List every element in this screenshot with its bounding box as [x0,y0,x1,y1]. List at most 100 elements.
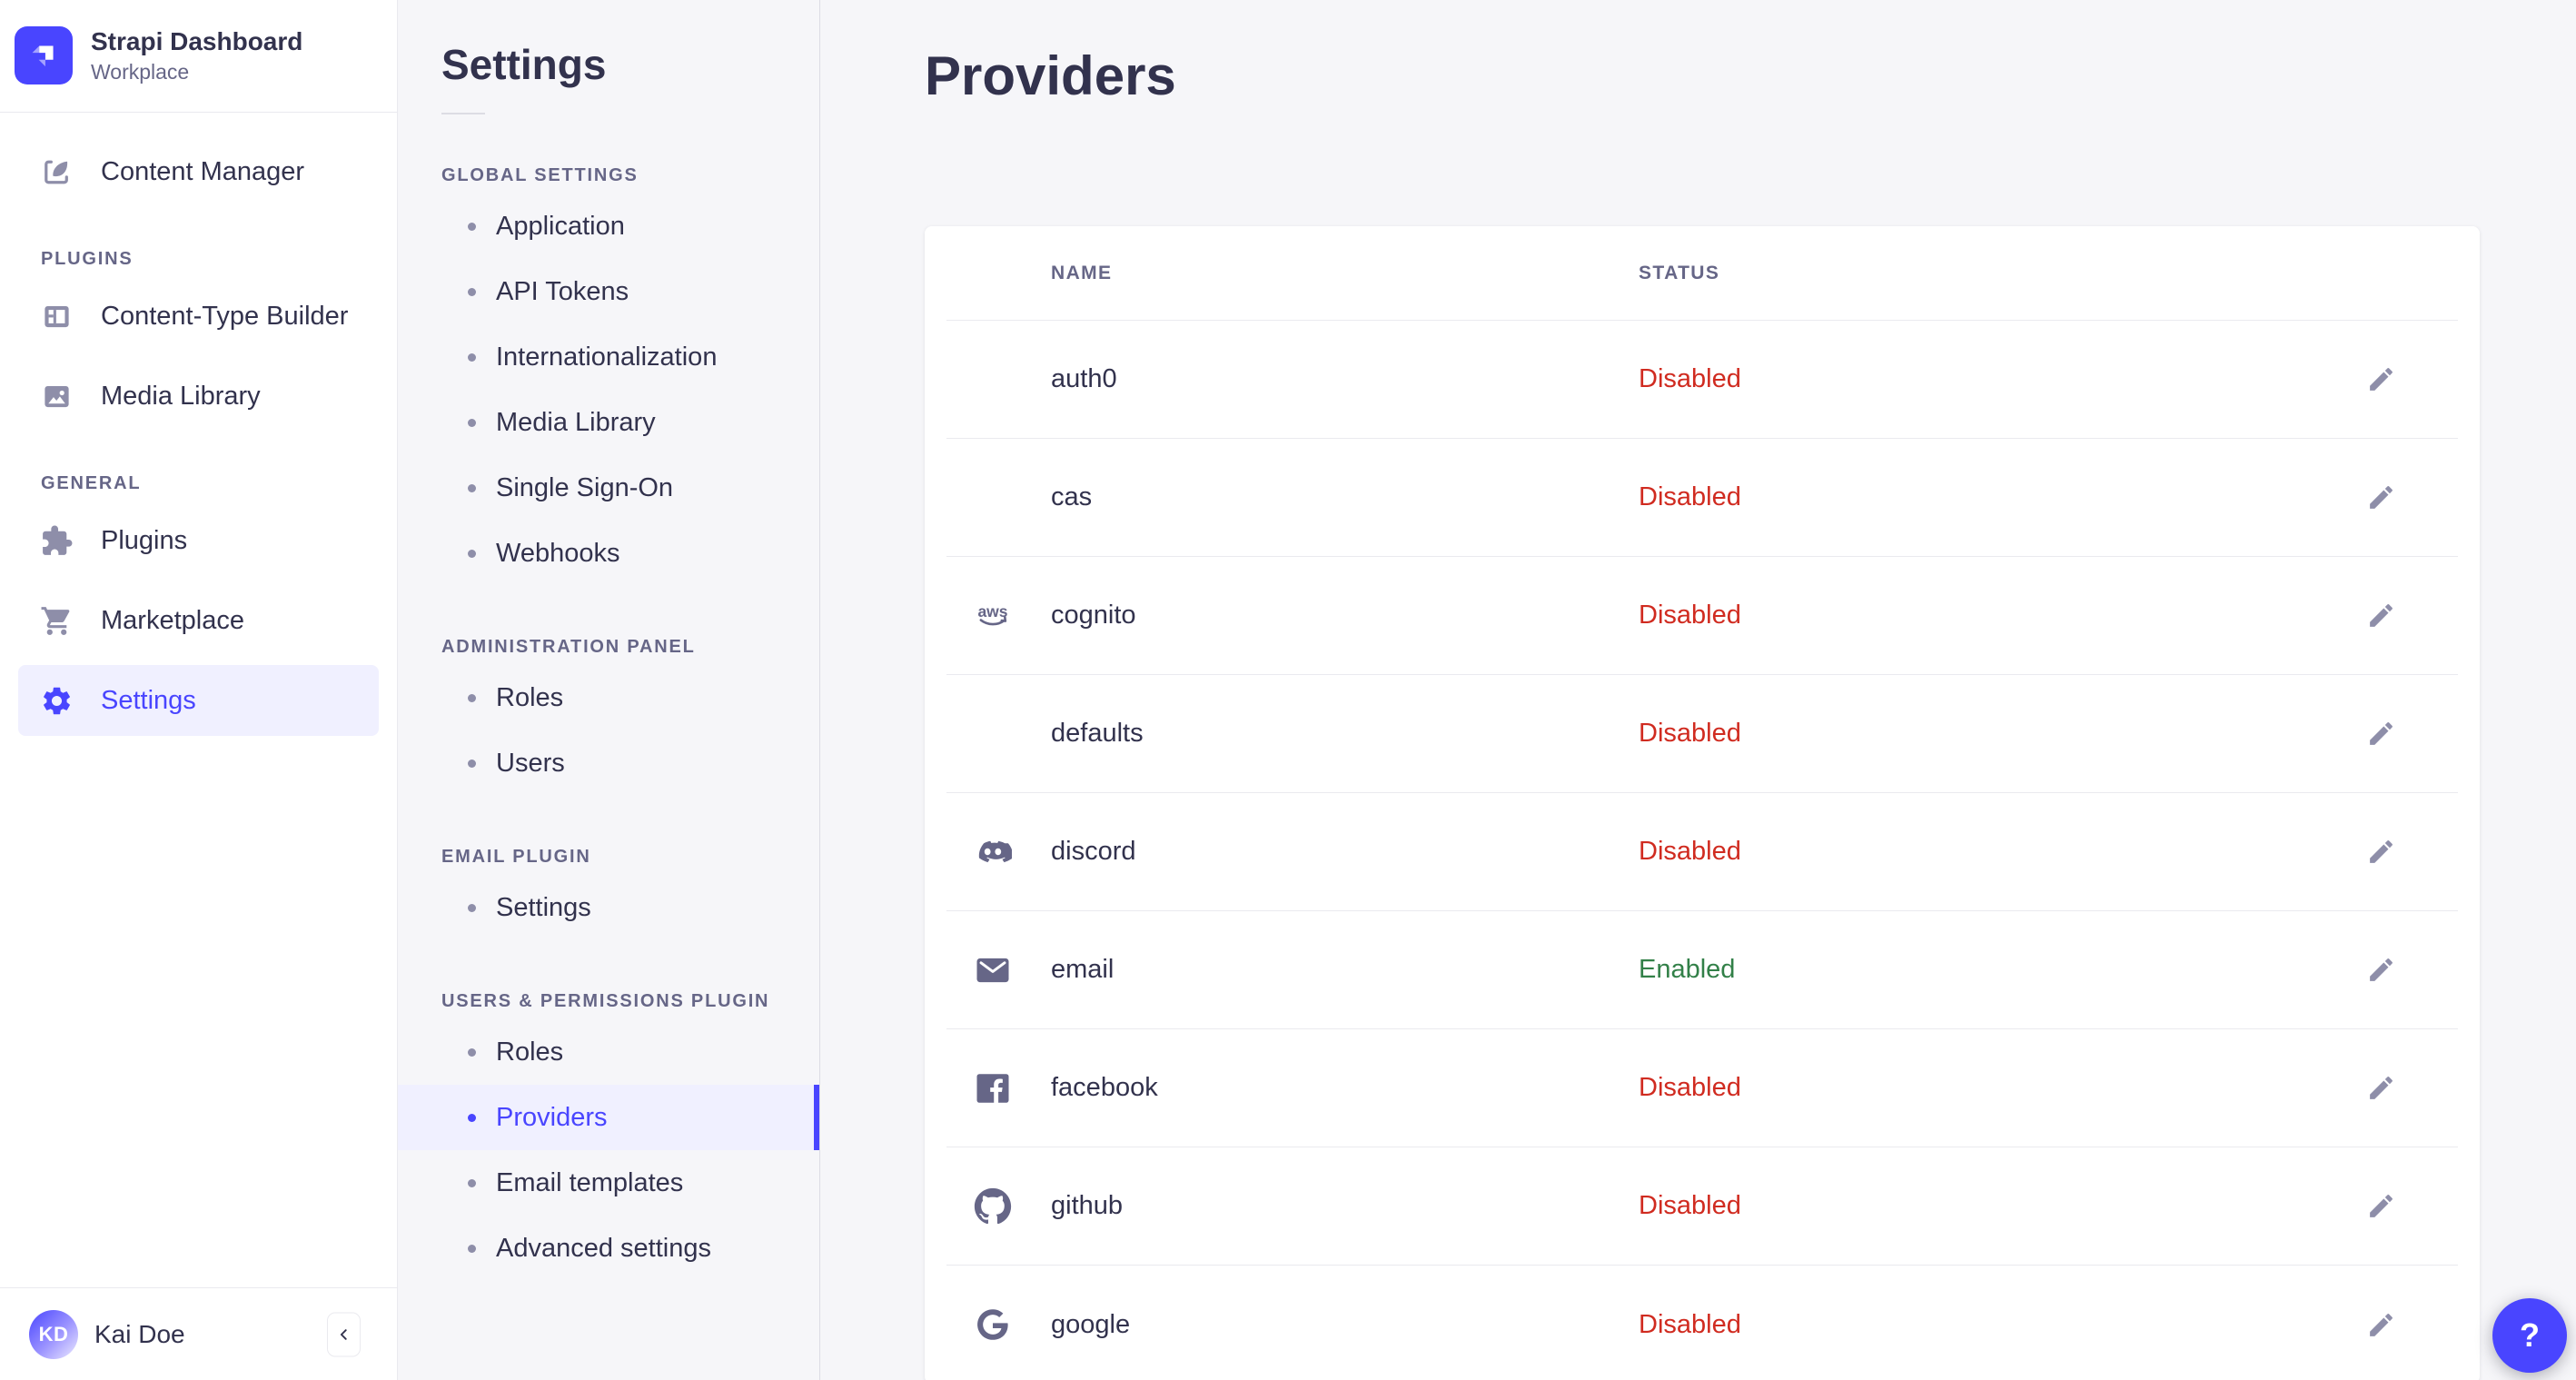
bullet-icon [468,1178,476,1187]
table-row: facebook Disabled [946,1029,2458,1147]
workspace-brand[interactable]: Strapi Dashboard Workplace [0,0,397,113]
subnav-item-label: Providers [496,1102,608,1132]
workspace-title: Strapi Dashboard [91,27,303,55]
subnav-item-label: Internationalization [496,342,718,372]
subnav-section-global-settings: GLOBAL SETTINGS [441,165,639,185]
name-cell: google [946,1306,1639,1344]
provider-status: Disabled [1639,482,1741,511]
edit-provider-button[interactable] [2348,701,2413,767]
edit-provider-button[interactable] [2348,1174,2413,1239]
subnav-title-divider [441,113,485,114]
collapse-sidebar-button[interactable] [327,1312,361,1356]
subnav-section-users-permissions-plugin: USERS & PERMISSIONS PLUGIN [441,991,770,1011]
provider-name: defaults [1051,719,1144,748]
subnav-item-providers[interactable]: Providers [398,1085,819,1150]
subnav-item-label: Email templates [496,1167,684,1197]
table-row: email Enabled [946,911,2458,1029]
provider-name: google [1051,1309,1131,1339]
name-cell: discord [946,833,1639,871]
subnav-item-up-roles[interactable]: Roles [398,1019,819,1085]
name-cell: defaults [946,719,1639,749]
bullet-icon [468,287,476,296]
subnav-item-admin-users[interactable]: Users [398,730,819,796]
avatar[interactable]: KD [29,1309,78,1359]
name-cell: email [946,951,1639,989]
gear-icon [40,684,74,718]
edit-provider-button[interactable] [2348,819,2413,885]
bullet-icon [468,1047,476,1057]
main-sidebar: Strapi Dashboard Workplace Content Manag… [0,0,398,1380]
provider-status: Disabled [1639,1309,1741,1339]
sidebar-item-content-manager[interactable]: Content Manager [0,136,397,207]
subnav-item-email-settings[interactable]: Settings [398,875,819,940]
bullet-icon [468,1244,476,1253]
chevron-left-icon [334,1325,353,1344]
pencil-icon [2366,1310,2396,1340]
provider-icon [974,1069,1051,1107]
sidebar-item-content-type-builder[interactable]: Content-Type Builder [0,281,397,352]
subnav-item-single-sign-on[interactable]: Single Sign-On [398,455,819,521]
table-header: NAME STATUS [946,226,2458,321]
providers-table-card: NAME STATUS auth0 Disabled cas Disabled [925,226,2480,1380]
provider-icon [974,1306,1051,1344]
subnav-item-email-templates[interactable]: Email templates [398,1150,819,1216]
subnav-title: Settings [441,41,607,88]
pencil-icon [2366,1073,2396,1103]
table-row: cognito Disabled [946,557,2458,675]
subnav-item-internationalization[interactable]: Internationalization [398,324,819,390]
table-row: google Disabled [946,1266,2458,1380]
marketplace-icon [40,604,74,638]
plugins-icon [40,524,74,558]
bullet-icon [468,759,476,768]
bullet-icon [468,222,476,231]
edit-provider-button[interactable] [2348,938,2413,1003]
name-cell: facebook [946,1069,1639,1107]
sidebar-item-plugins[interactable]: Plugins [0,505,397,576]
provider-name: email [1051,955,1115,984]
subnav-item-media-library[interactable]: Media Library [398,390,819,455]
pencil-icon [2366,1191,2396,1221]
edit-provider-button[interactable] [2348,1292,2413,1357]
bullet-icon [468,1113,476,1122]
content-type-builder-icon [40,300,74,333]
sidebar-section-plugins: PLUGINS [41,249,134,269]
main-content: Providers NAME STATUS auth0 Disabled cas… [820,0,2576,1380]
subnav-section-administration-panel: ADMINISTRATION PANEL [441,637,696,657]
subnav-item-application[interactable]: Application [398,194,819,259]
name-cell: github [946,1187,1639,1226]
subnav-item-admin-roles[interactable]: Roles [398,665,819,730]
subnav-item-advanced-settings[interactable]: Advanced settings [398,1216,819,1281]
pencil-icon [2366,837,2396,867]
provider-icon [974,833,1051,871]
sidebar-item-media-library[interactable]: Media Library [0,361,397,432]
pencil-icon [2366,482,2396,512]
sidebar-item-label: Marketplace [101,605,244,635]
column-header-name: NAME [1051,262,1113,283]
edit-provider-button[interactable] [2348,1056,2413,1121]
bullet-icon [468,352,476,362]
provider-status: Enabled [1639,955,1736,984]
subnav-item-label: Users [496,748,565,778]
provider-icon [974,951,1051,989]
bullet-icon [468,483,476,492]
subnav-item-api-tokens[interactable]: API Tokens [398,259,819,324]
pencil-icon [2366,955,2396,985]
name-cell: auth0 [946,364,1639,394]
table-row: discord Disabled [946,793,2458,911]
table-row: auth0 Disabled [946,321,2458,439]
sidebar-section-general: GENERAL [41,473,142,493]
subnav-item-label: Application [496,211,625,241]
edit-provider-button[interactable] [2348,347,2413,412]
provider-name: discord [1051,837,1136,866]
sidebar-item-settings[interactable]: Settings [18,665,379,736]
sidebar-item-label: Media Library [101,381,261,411]
sidebar-nav: Content Manager PLUGINS Content-Type Bui… [0,113,397,736]
subnav-item-webhooks[interactable]: Webhooks [398,521,819,586]
help-button[interactable]: ? [2492,1298,2567,1373]
bullet-icon [468,418,476,427]
sidebar-item-marketplace[interactable]: Marketplace [0,585,397,656]
user-area: KD Kai Doe [0,1287,397,1380]
edit-provider-button[interactable] [2348,583,2413,649]
edit-provider-button[interactable] [2348,465,2413,531]
provider-status: Disabled [1639,837,1741,866]
